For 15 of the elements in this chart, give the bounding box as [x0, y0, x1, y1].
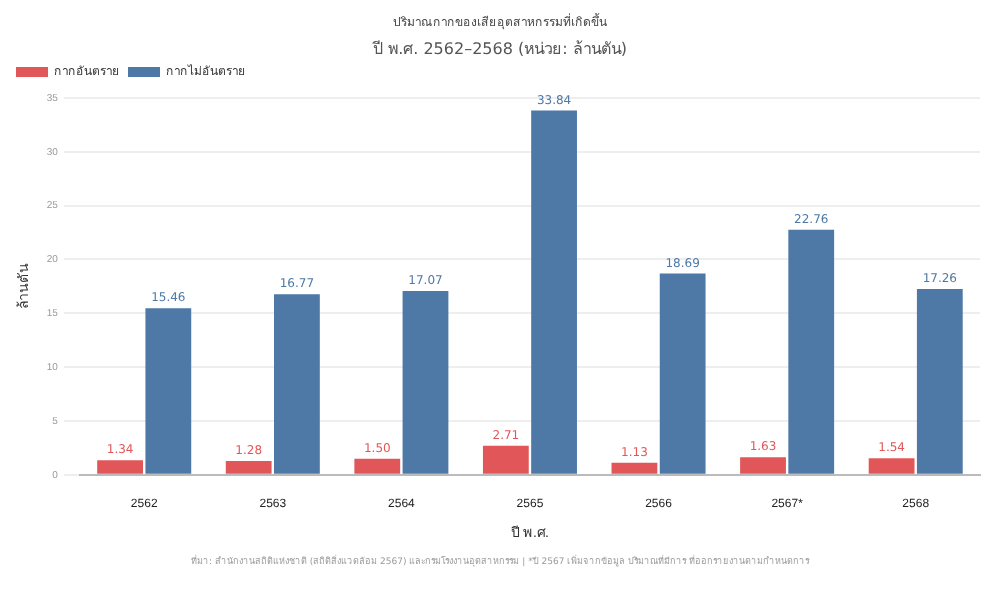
bar: [354, 458, 401, 474]
bar: [274, 294, 320, 474]
bar: [402, 291, 449, 474]
bar: [611, 462, 658, 474]
bar: [482, 445, 529, 474]
bar: [225, 461, 272, 474]
bar: [868, 458, 915, 474]
chart-subtitle: ปี พ.ศ. 2562–2568 (หน่วย: ล้านตัน): [370, 38, 629, 58]
bar: [659, 273, 706, 474]
bar: [916, 288, 963, 474]
bar: [740, 457, 786, 474]
bar: [145, 308, 192, 474]
bar: [97, 460, 144, 474]
bar: [788, 229, 835, 474]
bar: [531, 110, 577, 474]
